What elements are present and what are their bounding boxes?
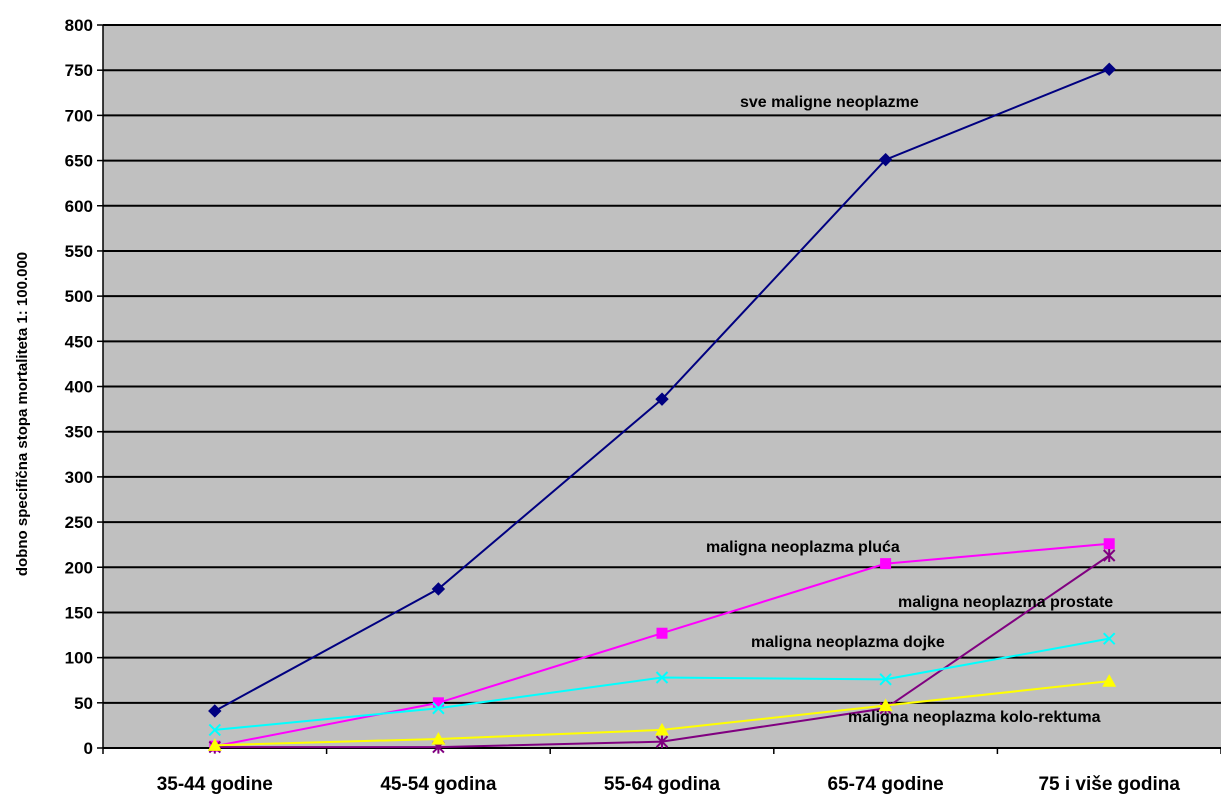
- y-tick-label: 800: [65, 16, 93, 35]
- data-point: [1102, 549, 1116, 563]
- data-point: [432, 702, 445, 715]
- y-tick-label: 200: [65, 558, 93, 577]
- x-tick-label: 75 i više godina: [1038, 774, 1180, 795]
- data-point: [655, 671, 669, 684]
- series-triangle: [207, 674, 1117, 751]
- y-tick-label: 300: [65, 468, 93, 487]
- series-lines: [207, 62, 1117, 754]
- data-point: [1102, 674, 1117, 687]
- data-point: [208, 723, 222, 737]
- y-tick-label: 500: [65, 287, 93, 306]
- data-point: [431, 731, 446, 745]
- y-tick-label: 100: [65, 649, 93, 668]
- data-point: [208, 704, 222, 718]
- series-diamond: [208, 62, 1116, 718]
- x-axis-ticks: 35-44 godine 45-54 godina 55-64 godina 65-7…: [102, 748, 1221, 795]
- data-point: [432, 697, 444, 709]
- y-tick-label: 400: [65, 378, 93, 397]
- y-tick-label: 150: [65, 603, 93, 622]
- series-annotations: sve maligne neoplazme maligna neoplazma …: [706, 94, 1113, 726]
- data-point: [656, 627, 668, 639]
- data-point: [1103, 538, 1115, 550]
- series-x: [208, 632, 1116, 737]
- y-tick-label: 700: [65, 106, 93, 125]
- y-axis-ticks: 0 50 100 150 200 250 300 350 400 450 500 550 600 650 7…: [65, 16, 103, 758]
- data-point: [878, 152, 893, 167]
- data-point: [655, 392, 669, 406]
- data-point: [655, 735, 669, 749]
- series-label-dojke: maligna neoplazma dojke: [751, 634, 945, 651]
- series-label-prostate: maligna neoplazma prostate: [898, 594, 1113, 611]
- x-tick-label: 55-64 godina: [604, 774, 721, 795]
- data-point: [878, 698, 893, 712]
- y-tick-label: 550: [65, 242, 93, 261]
- series-label-pluca: maligna neoplazma pluća: [706, 539, 900, 556]
- y-tick-label: 250: [65, 513, 93, 532]
- data-point: [207, 738, 222, 751]
- y-tick-label: 650: [65, 152, 93, 171]
- y-tick-label: 350: [65, 423, 93, 442]
- y-tick-label: 450: [65, 332, 93, 351]
- data-point: [879, 673, 892, 686]
- y-tick-label: 600: [65, 197, 93, 216]
- data-point: [655, 722, 669, 736]
- y-tick-label: 0: [84, 739, 93, 758]
- x-tick-label: 35-44 godine: [157, 774, 273, 795]
- data-point: [880, 558, 892, 570]
- x-tick-label: 65-74 godine: [828, 774, 944, 795]
- gridlines: [102, 24, 1221, 749]
- series-label-sve-maligne: sve maligne neoplazme: [740, 94, 919, 111]
- x-tick-label: 45-54 godina: [380, 774, 497, 795]
- data-point: [1102, 632, 1116, 645]
- data-point: [1102, 62, 1116, 76]
- y-tick-label: 750: [65, 61, 93, 80]
- data-point: [431, 582, 446, 596]
- series-label-kolo-rektuma: maligna neoplazma kolo-rektuma: [848, 709, 1101, 726]
- y-axis-label: dobno specifična stopa mortaliteta 1: 10…: [14, 252, 31, 576]
- y-tick-label: 50: [74, 694, 93, 713]
